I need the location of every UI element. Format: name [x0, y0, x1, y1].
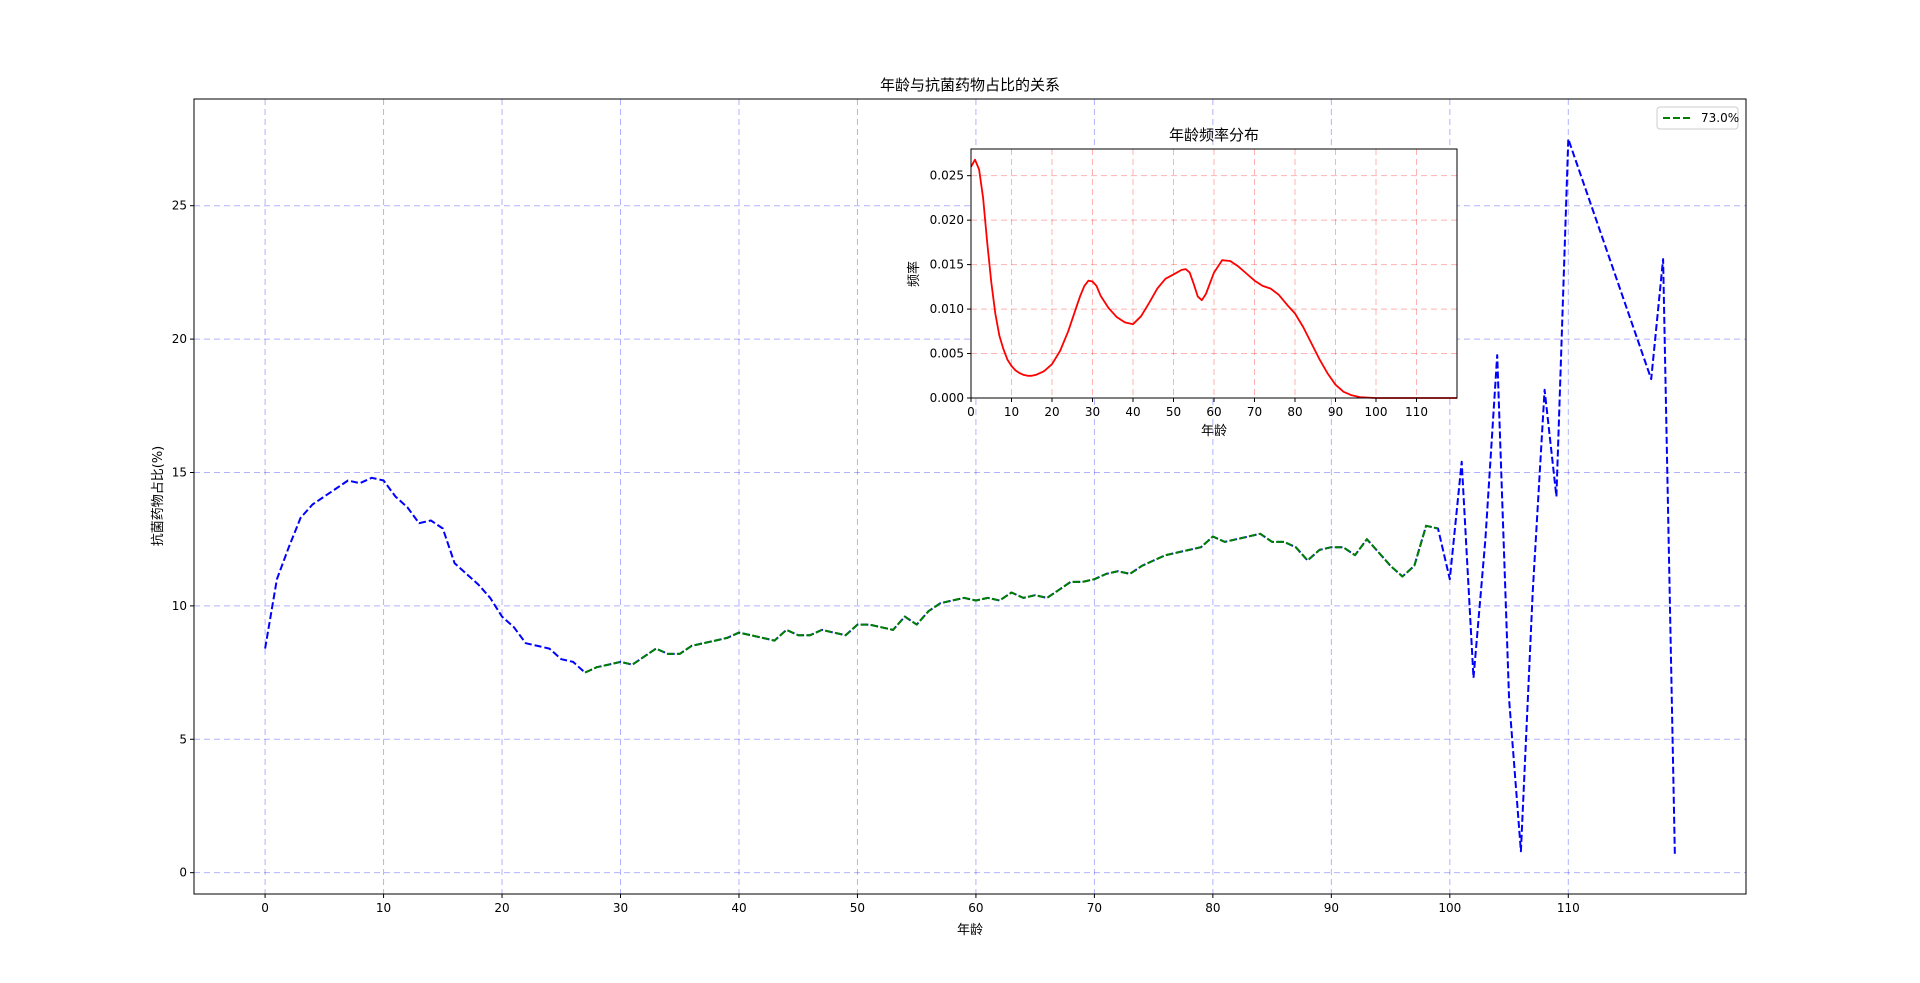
main-x-tick-label: 70 — [1087, 901, 1102, 915]
inset-series — [970, 158, 1457, 399]
main-x-tick-label: 80 — [1205, 901, 1220, 915]
main-x-axis-label: 年龄 — [957, 923, 983, 938]
inset-x-tick-label: 0 — [967, 405, 975, 419]
inset-x-tick-label: 70 — [1247, 405, 1262, 419]
inset-y-axis-label: 频率 — [906, 261, 922, 287]
main-x-ticks: 0 10 20 30 40 50 60 70 80 90 100 110 — [261, 894, 1580, 915]
main-plot-frame — [193, 98, 1747, 895]
main-y-tick-label: 25 — [172, 199, 187, 213]
inset-y-tick-label: 0.005 — [930, 347, 964, 361]
inset-y-ticks: 0.000 0.005 0.010 0.015 0.020 0.025 — [930, 169, 971, 405]
inset-x-axis-label: 年龄 — [1201, 424, 1227, 439]
main-y-axis-label: 抗菌药物占比(%) — [151, 446, 166, 547]
main-y-tick-label: 0 — [179, 866, 187, 880]
inset-y-tick-label: 0.015 — [930, 258, 964, 272]
main-x-tick-label: 30 — [613, 901, 628, 915]
inset-y-tick-label: 0.025 — [930, 169, 964, 183]
main-y-ticks: 0 5 10 15 20 25 — [172, 199, 194, 880]
main-y-tick-label: 15 — [172, 465, 187, 479]
main-x-tick-label: 60 — [968, 901, 983, 915]
inset-x-tick-label: 50 — [1166, 405, 1181, 419]
inset-x-tick-label: 60 — [1206, 405, 1221, 419]
inset-x-ticks: 0 10 20 30 40 50 60 70 80 90 100 110 — [967, 398, 1428, 419]
inset-x-tick-label: 30 — [1085, 405, 1100, 419]
main-y-tick-label: 20 — [172, 332, 187, 346]
main-series-middle-73pct — [584, 524, 1439, 674]
legend: 73.0% — [1656, 106, 1739, 130]
main-x-tick-label: 40 — [731, 901, 746, 915]
main-title: 年龄与抗菌药物占比的关系 — [880, 76, 1060, 94]
legend-label-73pct: 73.0% — [1701, 111, 1739, 125]
inset-series-density — [970, 158, 1457, 399]
main-x-tick-label: 110 — [1557, 901, 1580, 915]
legend-frame — [1656, 106, 1739, 130]
main-x-tick-label: 100 — [1438, 901, 1461, 915]
inset-x-tick-label: 20 — [1044, 405, 1059, 419]
inset-x-tick-label: 90 — [1328, 405, 1343, 419]
inset-x-tick-label: 80 — [1287, 405, 1302, 419]
main-y-tick-label: 5 — [179, 732, 187, 746]
main-series — [264, 138, 1676, 857]
inset-chart: 0 10 20 30 40 50 60 70 80 90 100 110 0.000 0.005 0.01… — [906, 126, 1458, 439]
inset-y-tick-label: 0.020 — [930, 213, 964, 227]
inset-y-tick-label: 0.000 — [930, 391, 964, 405]
inset-x-tick-label: 40 — [1125, 405, 1140, 419]
main-x-tick-label: 10 — [376, 901, 391, 915]
main-x-tick-label: 90 — [1324, 901, 1339, 915]
inset-x-tick-label: 100 — [1365, 405, 1388, 419]
main-x-tick-label: 0 — [261, 901, 269, 915]
inset-x-tick-label: 10 — [1004, 405, 1019, 419]
inset-title: 年龄频率分布 — [1169, 126, 1259, 144]
inset-x-tick-label: 110 — [1405, 405, 1428, 419]
inset-y-tick-label: 0.010 — [930, 302, 964, 316]
main-x-tick-label: 20 — [494, 901, 509, 915]
main-x-tick-label: 50 — [850, 901, 865, 915]
main-y-tick-label: 10 — [172, 599, 187, 613]
